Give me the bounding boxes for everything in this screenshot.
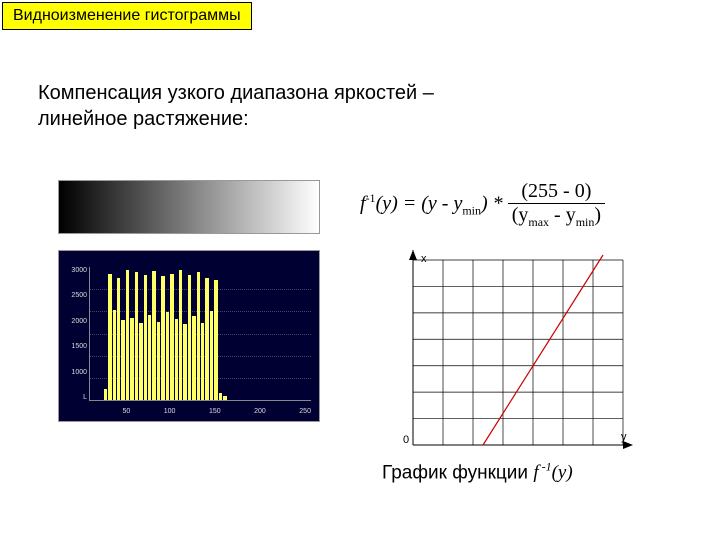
hist-x-label: 150 xyxy=(209,408,221,415)
histogram-bars xyxy=(90,267,311,400)
formula: f-1(y) = (y - ymin) * (255 - 0) (ymax - … xyxy=(360,180,605,230)
main-line-1: Компенсация узкого диапазона яркостей – xyxy=(38,80,434,106)
histogram-bar xyxy=(188,275,191,400)
caption-fn: f -1(y) xyxy=(533,462,572,483)
graph-caption: График функции f -1(y) xyxy=(382,460,573,484)
hist-x-label: 250 xyxy=(299,408,311,415)
title-text: Видноизменение гистограммы xyxy=(13,7,241,24)
formula-arg: (y) = (y - y xyxy=(376,193,463,215)
histogram-bar xyxy=(166,312,169,400)
graph-origin: 0 xyxy=(403,434,409,446)
graph-x-label: x xyxy=(421,253,427,265)
formula-exp: -1 xyxy=(366,191,376,205)
histogram-bar xyxy=(144,275,147,400)
hist-x-label: 100 xyxy=(164,408,176,415)
histogram-bar xyxy=(135,272,138,400)
hist-y-label: 3000 xyxy=(61,267,87,274)
histogram-bar xyxy=(130,318,133,400)
hist-x-label: 50 xyxy=(122,408,130,415)
histogram-bar xyxy=(139,323,142,400)
histogram-bar xyxy=(201,323,204,400)
caption-text: График функции xyxy=(382,462,533,483)
histogram-bar xyxy=(108,274,111,400)
formula-close: ) * xyxy=(481,193,503,215)
histogram-bar xyxy=(148,315,151,400)
title-box: Видноизменение гистограммы xyxy=(2,2,252,30)
histogram-bar xyxy=(210,311,213,400)
histogram-chart: 3000 2500 2000 1500 1000 L 50 100 150 200 250 xyxy=(58,250,320,422)
graph-y-label: y xyxy=(621,431,627,443)
histogram-bar xyxy=(179,270,182,400)
histogram-bar xyxy=(126,270,129,400)
graph-function-line xyxy=(483,255,603,445)
histogram-bar xyxy=(170,274,173,400)
hist-y-label: 2500 xyxy=(61,292,87,299)
hist-x-label: 200 xyxy=(254,408,266,415)
formula-fraction: (255 - 0) (ymax - ymin) xyxy=(508,180,605,230)
main-text: Компенсация узкого диапазона яркостей – … xyxy=(38,80,434,132)
formula-min: min xyxy=(462,204,481,218)
histogram-bar xyxy=(192,316,195,400)
histogram-bar xyxy=(117,278,120,400)
formula-denominator: (ymax - ymin) xyxy=(508,204,605,230)
hist-y-label: L xyxy=(61,394,87,401)
histogram-bar xyxy=(113,310,116,400)
histogram-bar xyxy=(219,393,222,400)
histogram-bar xyxy=(223,396,226,400)
histogram-bar xyxy=(121,320,124,400)
formula-numerator: (255 - 0) xyxy=(508,180,605,204)
histogram-bar xyxy=(152,271,155,400)
histogram-plot-area xyxy=(89,267,311,401)
histogram-bar xyxy=(175,319,178,400)
histogram-x-labels: 50 100 150 200 250 xyxy=(89,408,311,415)
histogram-bar xyxy=(104,389,107,400)
hist-y-label: 2000 xyxy=(61,318,87,325)
graph-svg: x y 0 xyxy=(403,250,633,450)
histogram-bar xyxy=(205,278,208,400)
hist-y-label: 1500 xyxy=(61,343,87,350)
histogram-y-labels: 3000 2500 2000 1500 1000 L xyxy=(61,267,87,401)
main-line-2: линейное растяжение: xyxy=(38,106,434,132)
function-graph: x y 0 xyxy=(403,250,633,450)
histogram-bar xyxy=(214,280,217,400)
histogram-bar xyxy=(183,324,186,400)
histogram-bar xyxy=(157,322,160,400)
graph-grid xyxy=(413,260,623,445)
histogram-bar xyxy=(161,276,164,400)
hist-y-label: 1000 xyxy=(61,369,87,376)
y-axis-arrow-icon xyxy=(409,250,417,260)
gradient-strip xyxy=(58,180,320,234)
histogram-bar xyxy=(197,272,200,400)
